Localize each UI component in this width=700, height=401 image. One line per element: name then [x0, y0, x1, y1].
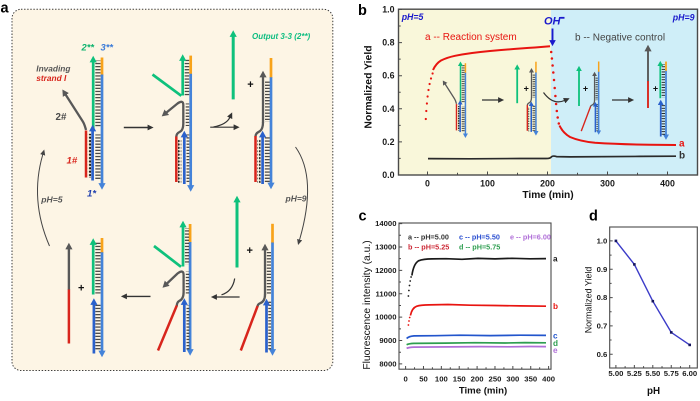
svg-text:300: 300 — [600, 179, 615, 189]
svg-text:a: a — [1, 0, 10, 16]
svg-text:250: 250 — [489, 375, 502, 384]
svg-text:c: c — [359, 209, 367, 225]
svg-text:9000: 9000 — [379, 336, 396, 345]
svg-text:0.4: 0.4 — [382, 104, 394, 114]
svg-text:200: 200 — [540, 179, 555, 189]
svg-text:10000: 10000 — [375, 313, 396, 322]
svg-text:d: d — [553, 339, 558, 348]
svg-text:5.00: 5.00 — [608, 369, 623, 378]
svg-text:13000: 13000 — [375, 243, 396, 252]
svg-text:0.6: 0.6 — [597, 350, 608, 359]
svg-text:0: 0 — [403, 375, 407, 384]
svg-text:6.00: 6.00 — [682, 369, 697, 378]
svg-text:pH: pH — [647, 386, 660, 397]
svg-text:400: 400 — [542, 375, 555, 384]
svg-text:a -- Reaction system: a -- Reaction system — [425, 32, 517, 43]
svg-text:c -- pH=5.50: c -- pH=5.50 — [459, 233, 500, 242]
svg-text:+: + — [78, 283, 84, 295]
svg-text:d: d — [589, 209, 598, 225]
svg-text:strand I: strand I — [36, 73, 67, 83]
svg-text:d -- pH=5.75: d -- pH=5.75 — [459, 243, 500, 252]
svg-text:+: + — [524, 84, 529, 94]
svg-text:pH=9: pH=9 — [672, 13, 695, 23]
svg-text:b: b — [358, 3, 367, 19]
svg-text:b: b — [679, 151, 685, 162]
svg-text:1.0: 1.0 — [382, 5, 394, 15]
svg-text:b -- Negative control: b -- Negative control — [575, 33, 665, 44]
svg-text:Fluorescence intensity (a.u.): Fluorescence intensity (a.u.) — [362, 240, 373, 369]
svg-text:3**: 3** — [101, 42, 115, 53]
svg-text:2#: 2# — [56, 112, 67, 123]
svg-text:0.8: 0.8 — [597, 293, 608, 302]
svg-text:100: 100 — [435, 375, 448, 384]
svg-text:Output 3-3 (2**): Output 3-3 (2**) — [252, 32, 311, 41]
svg-text:Normalized Yield: Normalized Yield — [583, 267, 593, 334]
svg-text:a: a — [679, 139, 685, 150]
svg-text:200: 200 — [471, 375, 484, 384]
svg-text:OH: OH — [544, 16, 562, 28]
svg-text:Invading: Invading — [36, 64, 70, 74]
svg-text:+: + — [583, 84, 588, 94]
svg-text:150: 150 — [453, 375, 466, 384]
svg-text:Time (min): Time (min) — [459, 386, 507, 397]
svg-text:50: 50 — [419, 375, 428, 384]
svg-text:b -- pH=5.25: b -- pH=5.25 — [408, 243, 449, 252]
svg-text:+: + — [247, 79, 253, 91]
svg-text:pH=5: pH=5 — [40, 195, 62, 205]
svg-text:8000: 8000 — [379, 360, 396, 369]
svg-text:pH=9: pH=9 — [285, 194, 307, 204]
svg-text:Time (min): Time (min) — [522, 190, 573, 201]
svg-text:1#: 1# — [67, 155, 78, 166]
svg-text:0: 0 — [425, 179, 430, 189]
svg-text:0.8: 0.8 — [382, 38, 394, 48]
svg-text:0.2: 0.2 — [382, 137, 394, 147]
svg-text:1.0: 1.0 — [597, 237, 608, 246]
svg-text:pH=5: pH=5 — [401, 12, 424, 22]
svg-text:e -- pH=6.00: e -- pH=6.00 — [510, 233, 551, 242]
svg-text:a -- pH=5.00: a -- pH=5.00 — [408, 233, 449, 242]
svg-text:0.6: 0.6 — [382, 71, 394, 81]
svg-text:12000: 12000 — [375, 266, 396, 275]
svg-text:a: a — [553, 255, 558, 264]
svg-text:100: 100 — [480, 179, 495, 189]
svg-text:e: e — [553, 346, 558, 355]
svg-text:Normalized Yield: Normalized Yield — [363, 45, 374, 128]
svg-text:0.7: 0.7 — [597, 322, 608, 331]
svg-text:2**: 2** — [81, 42, 96, 53]
svg-text:0.0: 0.0 — [382, 170, 394, 180]
svg-text:b: b — [553, 302, 558, 311]
svg-text:14000: 14000 — [375, 219, 396, 228]
svg-text:400: 400 — [660, 179, 675, 189]
svg-text:+: + — [246, 245, 252, 257]
svg-text:c: c — [553, 332, 558, 341]
svg-text:5.75: 5.75 — [664, 369, 680, 378]
svg-text:5.25: 5.25 — [627, 369, 643, 378]
svg-text:+: + — [653, 84, 658, 94]
svg-text:300: 300 — [506, 375, 519, 384]
svg-text:1*: 1* — [87, 189, 97, 200]
svg-text:350: 350 — [524, 375, 537, 384]
svg-text:0.9: 0.9 — [597, 265, 608, 274]
svg-text:5.50: 5.50 — [645, 369, 660, 378]
svg-text:11000: 11000 — [376, 289, 397, 298]
